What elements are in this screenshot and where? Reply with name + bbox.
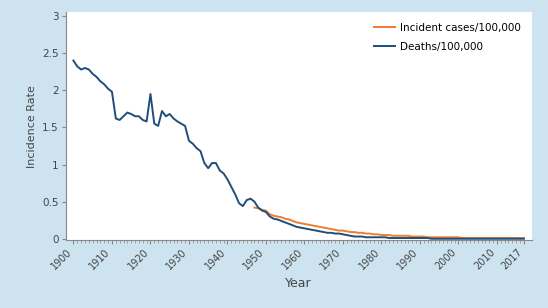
Incident cases/100,000 — [328, 227, 335, 231]
Deaths/100,000 — [70, 59, 77, 63]
Deaths/100,000 — [424, 236, 431, 240]
Deaths/100,000 — [224, 177, 231, 181]
Deaths/100,000 — [163, 114, 169, 118]
Incident cases/100,000 — [521, 236, 527, 240]
Deaths/100,000 — [120, 114, 127, 118]
Deaths/100,000 — [382, 235, 389, 239]
Incident cases/100,000 — [509, 236, 516, 240]
Line: Incident cases/100,000: Incident cases/100,000 — [254, 208, 524, 238]
Deaths/100,000 — [521, 237, 527, 241]
Incident cases/100,000 — [259, 208, 265, 212]
Line: Deaths/100,000: Deaths/100,000 — [73, 61, 524, 239]
X-axis label: Year: Year — [286, 277, 312, 290]
Incident cases/100,000 — [251, 206, 258, 209]
Incident cases/100,000 — [455, 235, 462, 239]
Incident cases/100,000 — [413, 235, 419, 238]
Y-axis label: Incidence Rate: Incidence Rate — [27, 85, 37, 168]
Deaths/100,000 — [416, 236, 423, 240]
Legend: Incident cases/100,000, Deaths/100,000: Incident cases/100,000, Deaths/100,000 — [369, 18, 526, 57]
Incident cases/100,000 — [459, 236, 466, 240]
Deaths/100,000 — [428, 237, 435, 241]
Incident cases/100,000 — [382, 233, 389, 237]
